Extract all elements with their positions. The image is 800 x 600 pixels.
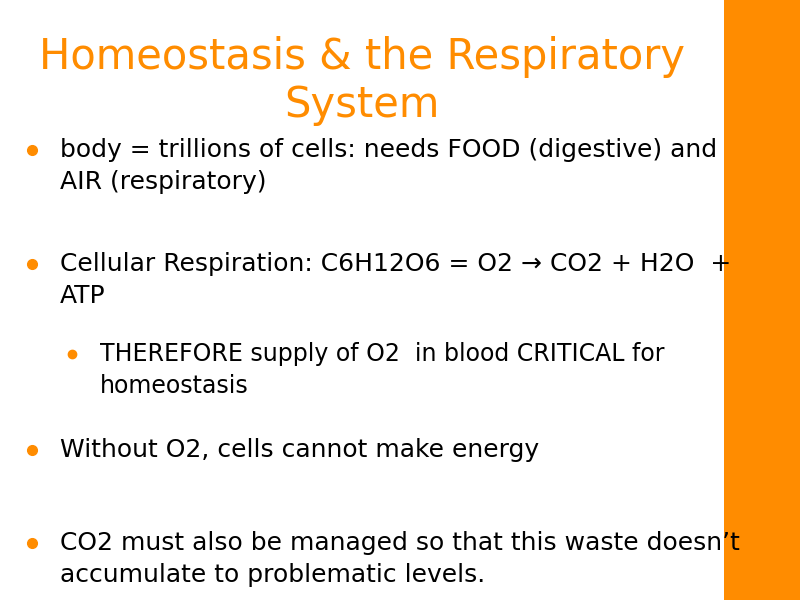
Text: CO2 must also be managed so that this waste doesn’t
accumulate to problematic le: CO2 must also be managed so that this wa… <box>60 531 740 587</box>
Text: Cellular Respiration: C6H12O6 = O2 → CO2 + H2O  +
ATP: Cellular Respiration: C6H12O6 = O2 → CO2… <box>60 252 731 308</box>
Text: Without O2, cells cannot make energy: Without O2, cells cannot make energy <box>60 438 539 462</box>
Text: Homeostasis & the Respiratory: Homeostasis & the Respiratory <box>39 36 685 78</box>
Text: THEREFORE supply of O2  in blood CRITICAL for
homeostasis: THEREFORE supply of O2 in blood CRITICAL… <box>100 342 665 398</box>
Text: body = trillions of cells: needs FOOD (digestive) and
AIR (respiratory): body = trillions of cells: needs FOOD (d… <box>60 138 717 194</box>
Text: System: System <box>284 84 440 126</box>
Bar <box>724 0 800 600</box>
